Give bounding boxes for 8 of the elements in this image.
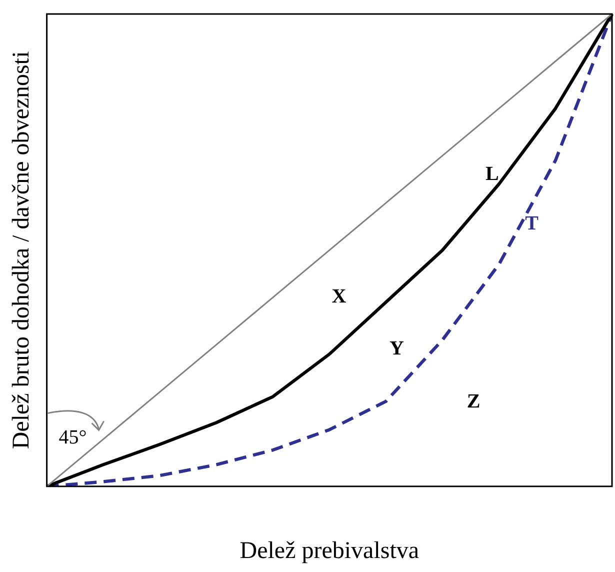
x-axis-title: Delež prebivalstva — [240, 538, 420, 564]
annotation: Y — [389, 338, 404, 360]
series-label: L — [486, 162, 499, 185]
series-label: T — [525, 212, 540, 234]
annotation: Z — [466, 390, 480, 412]
annotation: X — [332, 286, 347, 308]
y-axis-title: Delež bruto dohodka / davčne obveznosti — [8, 50, 35, 450]
annotation: 45° — [58, 426, 87, 448]
